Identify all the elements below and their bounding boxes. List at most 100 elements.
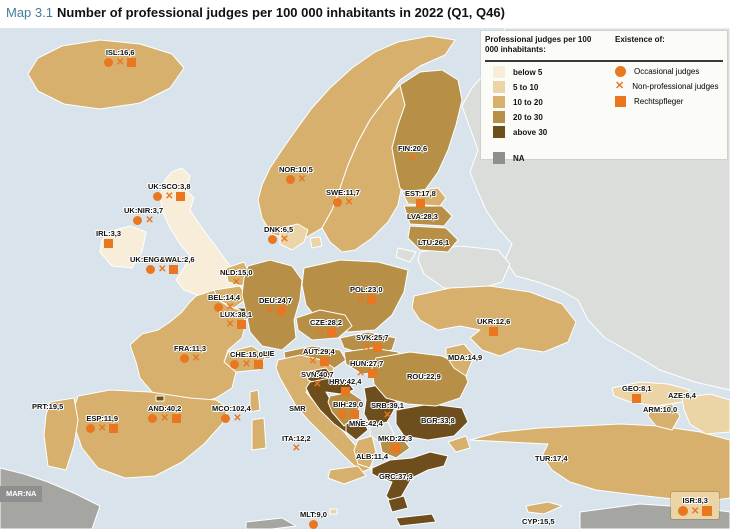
- legend-label: Occasional judges: [634, 67, 700, 76]
- country-shape-cyprus: [525, 501, 563, 515]
- legend-swatch-na: [493, 152, 505, 164]
- occasional-judges-icon: [285, 175, 295, 184]
- existence-icons: [622, 394, 652, 403]
- country-value-hrv: HRV:42,4: [329, 377, 362, 386]
- country-label-uk-nir: UK:NIR:3,7 ✕: [124, 206, 163, 226]
- country-shape-georgia: [611, 381, 691, 407]
- legend-swatch-below-5: [493, 66, 505, 78]
- existence-icons: ✕: [279, 175, 313, 185]
- occasional-judges-icon: [268, 235, 278, 244]
- rechtspfleger-icon: [253, 360, 263, 369]
- country-shape-sardinia: [251, 417, 267, 451]
- non-professional-judges-icon: ✕: [313, 379, 322, 390]
- country-shape-montenegro: [345, 417, 369, 441]
- country-shape-kaliningrad: [395, 247, 417, 263]
- existence-icons: ✕: [356, 342, 389, 353]
- rechtspfleger-icon: [176, 192, 186, 201]
- country-label-fin: FIN:20,6 ✕: [398, 144, 428, 164]
- country-label-lie: LIE: [263, 349, 275, 358]
- existence-icons: [333, 410, 363, 419]
- country-value-nor: NOR:10,5: [279, 165, 313, 174]
- occasional-judges-icon: [148, 414, 158, 423]
- non-professional-judges-icon: ✕: [225, 302, 235, 313]
- country-value-geo: GEO:8,1: [622, 384, 652, 393]
- non-professional-judges-icon: ✕: [344, 197, 354, 208]
- existence-icons: ✕: [124, 215, 163, 226]
- country-label-uk-engwal: UK:ENG&WAL:2,6 ✕: [130, 255, 195, 275]
- rechtspfleger-icon: [349, 410, 359, 419]
- country-label-lux: LUX:38,1 ✕: [220, 310, 252, 330]
- country-value-grc: GRC:37,3: [379, 472, 413, 481]
- legend-label: Rechtspfleger: [634, 97, 684, 106]
- country-value-pol: POL:23,0: [350, 285, 383, 294]
- country-label-bih: BIH:29,0: [333, 400, 363, 419]
- country-label-hrv: HRV:42,4: [329, 377, 361, 396]
- country-shape-denmark-island: [309, 236, 323, 249]
- occasional-judges-icon: [221, 414, 231, 423]
- country-label-mne: MNE:42,4: [349, 419, 383, 428]
- country-label-rou: ROU:22,9: [407, 372, 441, 381]
- legend-titles: Professional judges per 100 000 inhabita…: [485, 35, 723, 57]
- non-professional-judges-icon: ✕: [615, 80, 625, 92]
- country-value-fin: FIN:20,6: [398, 144, 428, 153]
- non-professional-judges-icon: ✕: [362, 342, 371, 353]
- legend-title-line2: 000 inhabitants:: [485, 45, 546, 54]
- country-shape-ireland: [99, 225, 147, 269]
- legend-label: NA: [513, 153, 525, 163]
- country-value-bgr: BGR:33,8: [421, 416, 455, 425]
- non-professional-judges-icon: ✕: [280, 234, 289, 245]
- country-value-nld: NLD:15,0: [220, 268, 253, 277]
- non-professional-judges-icon: ✕: [158, 264, 167, 275]
- legend-row-10-to-20: 10 to 20: [493, 96, 613, 108]
- country-label-est: EST:17,8: [405, 189, 436, 208]
- existence-icons: ✕: [148, 414, 181, 424]
- country-value-prt: PRT:19,5: [32, 402, 64, 411]
- non-professional-judges-icon: ✕: [315, 327, 325, 338]
- country-shape-greece: [371, 451, 449, 507]
- rechtspfleger-icon: [390, 444, 400, 453]
- country-label-isr: ISR:8,3 ✕: [671, 492, 720, 519]
- existence-icons: ✕: [301, 379, 334, 390]
- non-professional-judges-icon: ✕: [191, 353, 201, 364]
- country-shape-albania: [353, 435, 377, 469]
- country-label-pol: POL:23,0 ✕: [350, 285, 383, 305]
- country-shape-germany: [241, 259, 303, 351]
- non-professional-judges-icon: ✕: [308, 356, 318, 367]
- country-label-tur: TUR:17,4: [535, 454, 568, 463]
- legend-swatch-10-to-20: [493, 96, 505, 108]
- occasional-judges-icon: [308, 520, 318, 529]
- country-label-cze: CZE:28,2 ✕: [310, 318, 343, 338]
- country-shape-sicily: [327, 465, 367, 485]
- country-value-uk-engwal: UK:ENG&WAL:2,6: [130, 255, 195, 264]
- map-number: Map 3.1: [6, 5, 53, 20]
- legend-existence-list: Occasional judges ✕ Non-professional judge…: [613, 66, 723, 167]
- country-value-est: EST:17,8: [405, 189, 436, 198]
- non-professional-judges-icon: ✕: [145, 215, 154, 226]
- country-shape-bulgaria: [395, 403, 469, 441]
- country-value-cze: CZE:28,2: [310, 318, 343, 327]
- country-shape-malta: [329, 508, 338, 515]
- occasional-judges-icon: [153, 192, 163, 201]
- country-value-mco: MCO:102,4: [212, 404, 251, 413]
- legend-swatch-5-to-10: [493, 81, 505, 93]
- country-value-cyp: CYP:15,5: [522, 517, 555, 526]
- rechtspfleger-icon: [615, 96, 626, 107]
- country-label-ltu: LTU:26,1: [418, 238, 449, 247]
- country-value-irl: IRL:3,3: [96, 229, 122, 238]
- country-label-grc: GRC:37,3: [379, 472, 413, 481]
- country-shape-corsica: [249, 389, 261, 413]
- land-shape-tunisia: [245, 517, 297, 529]
- legend-existence-row-square: Rechtspfleger: [615, 96, 723, 107]
- country-label-che: CHE:15,0 ✕: [230, 350, 263, 370]
- country-label-srb: SRB:39,1 ✕: [371, 401, 404, 421]
- country-label-smr: SMR: [289, 404, 306, 413]
- legend-row-below-5: below 5: [493, 66, 613, 78]
- country-value-isr: ISR:8,3: [682, 496, 708, 505]
- rechtspfleger-icon: [415, 199, 425, 208]
- country-shape-crete: [395, 513, 437, 527]
- country-value-ita: ITA:12,2: [282, 434, 311, 443]
- country-value-svn: SVN:40,7: [301, 370, 334, 379]
- country-label-nld: NLD:15,0 ✕: [220, 268, 253, 288]
- country-value-swe: SWE:11,7: [326, 188, 360, 197]
